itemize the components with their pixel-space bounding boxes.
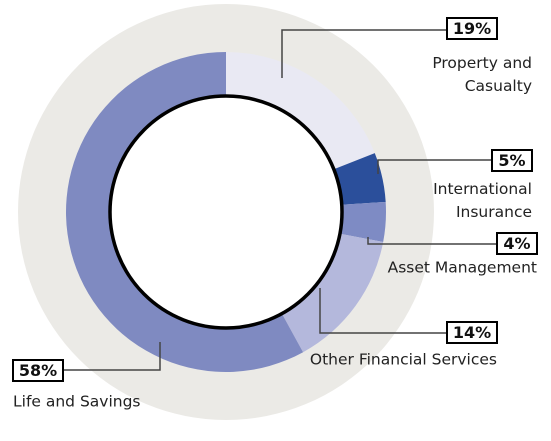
category-label: Asset Management bbox=[388, 259, 537, 277]
label-line: Insurance bbox=[456, 203, 532, 221]
category-label: Life and Savings bbox=[13, 393, 141, 411]
value-box bbox=[446, 17, 498, 40]
value-label: 4% bbox=[503, 234, 530, 253]
value-box bbox=[446, 321, 498, 344]
category-label: Property and Casualty bbox=[432, 54, 532, 95]
segment bbox=[226, 52, 375, 170]
category-label: Other Financial Services bbox=[310, 351, 497, 369]
leader-line bbox=[281, 29, 447, 78]
leader-line bbox=[63, 342, 161, 371]
value-label: 5% bbox=[498, 151, 525, 170]
donut-hole bbox=[108, 94, 344, 330]
value-box bbox=[12, 359, 64, 382]
label-line: International bbox=[433, 180, 532, 198]
segment bbox=[339, 201, 386, 242]
leader-line bbox=[367, 237, 497, 245]
value-label: 14% bbox=[453, 323, 491, 342]
leader-line bbox=[319, 288, 447, 334]
label-line: Casualty bbox=[465, 77, 532, 95]
segment bbox=[281, 233, 384, 353]
value-box bbox=[491, 149, 533, 172]
segment bbox=[66, 52, 304, 372]
leader-line bbox=[377, 159, 492, 174]
segments bbox=[66, 52, 386, 372]
value-box bbox=[496, 232, 538, 255]
category-label: International Insurance bbox=[433, 180, 532, 221]
segment bbox=[333, 153, 386, 205]
value-label: 58% bbox=[19, 361, 57, 380]
label-line: Property and bbox=[432, 54, 532, 72]
value-label: 19% bbox=[453, 19, 491, 38]
